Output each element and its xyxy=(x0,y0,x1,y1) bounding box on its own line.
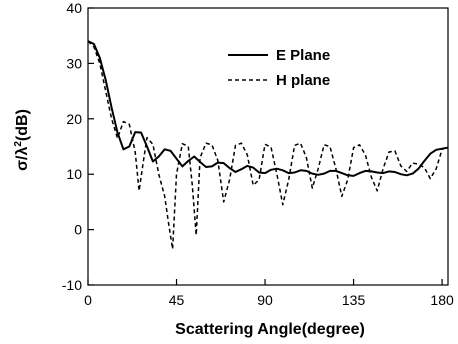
x-tick-label: 135 xyxy=(342,292,366,308)
legend-label-h-plane: H plane xyxy=(276,72,330,89)
plot-area xyxy=(87,7,449,286)
y-axis-title-unit: (dB) xyxy=(14,109,31,141)
x-tick-label: 0 xyxy=(84,292,92,308)
series-layer xyxy=(87,40,449,250)
y-tick-label: 40 xyxy=(66,0,82,16)
y-axis-title-superscript: 2 xyxy=(13,141,24,147)
y-axis-title: σ/λ2(dB) xyxy=(13,109,31,171)
y-axis-title-main: σ/λ xyxy=(14,147,31,171)
y-tick-label: 30 xyxy=(66,55,82,71)
x-tick-label: 45 xyxy=(169,292,185,308)
x-tick-label: 90 xyxy=(257,292,273,308)
y-axis: -10 0 10 20 30 40 xyxy=(62,0,94,293)
x-tick-label: 180 xyxy=(430,292,454,308)
x-axis: 0 45 90 135 180 xyxy=(84,279,454,308)
y-tick-label: -10 xyxy=(62,277,82,293)
legend-label-e-plane: E Plane xyxy=(276,47,330,64)
plot-frame xyxy=(87,7,449,286)
series-line-e-plane xyxy=(87,40,449,177)
y-tick-label: 20 xyxy=(66,111,82,127)
y-tick-label: 0 xyxy=(74,222,82,238)
x-axis-title: Scattering Angle(degree) xyxy=(175,321,365,338)
legend: E Plane H plane xyxy=(228,47,330,89)
series-line-h-plane xyxy=(87,40,449,250)
y-tick-label: 10 xyxy=(66,166,82,182)
